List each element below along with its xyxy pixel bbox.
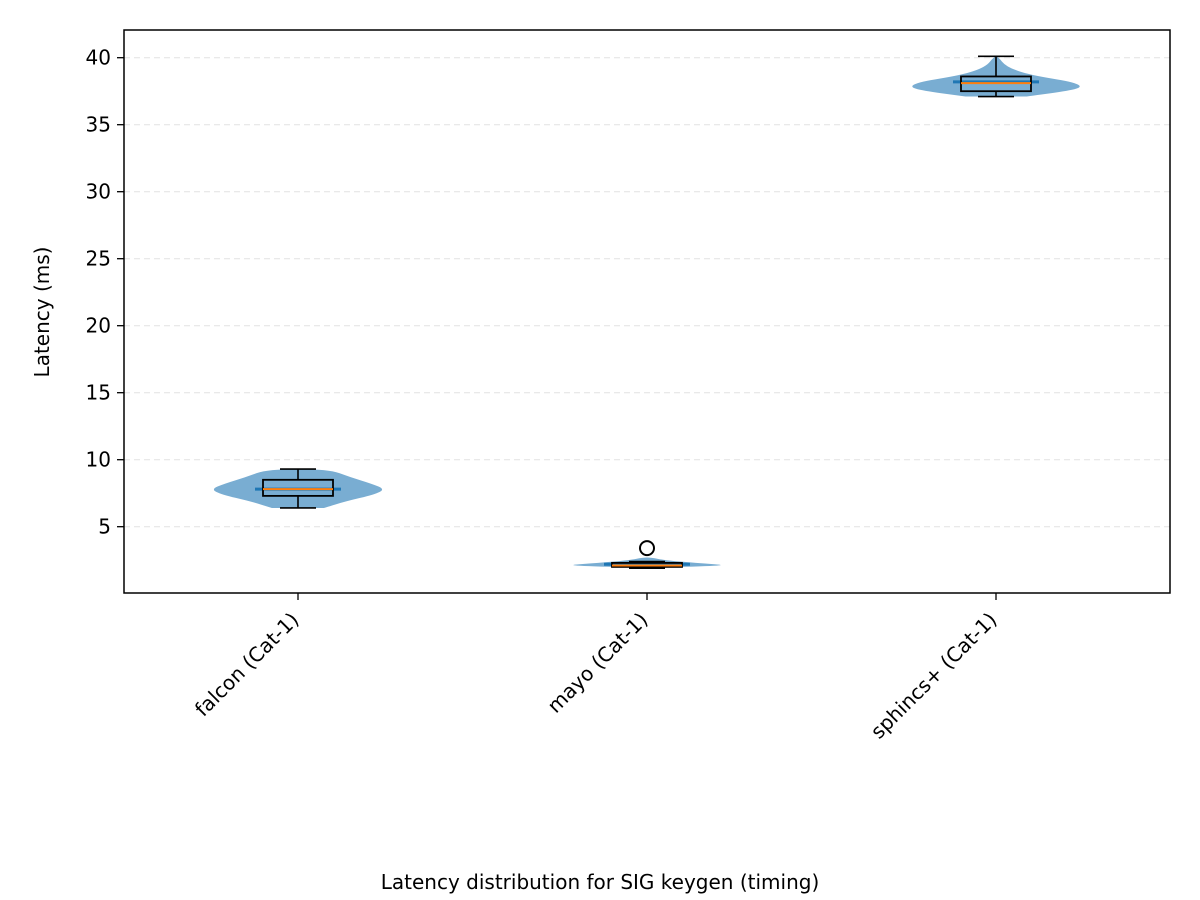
chart-caption: Latency distribution for SIG keygen (tim…	[381, 870, 820, 894]
x-tick-label: sphincs+ (Cat-1)	[866, 608, 1002, 744]
x-tick-label: mayo (Cat-1)	[542, 608, 652, 718]
y-tick-label: 30	[86, 180, 111, 204]
y-tick-label: 25	[86, 247, 111, 271]
outlier-point	[639, 540, 655, 557]
y-axis-label: Latency (ms)	[30, 247, 54, 378]
y-axis: 5 10 15 20 25 30 35 40	[86, 46, 124, 539]
x-axis: falcon (Cat-1) mayo (Cat-1) sphincs+ (Cat-…	[190, 593, 1002, 743]
y-tick-label: 15	[86, 381, 111, 405]
y-tick-label: 20	[86, 314, 111, 338]
y-tick-label: 35	[86, 113, 111, 137]
y-tick-label: 10	[86, 448, 111, 472]
box-layer	[262, 55, 1032, 570]
violin-layer	[213, 56, 1080, 568]
iqr-box	[262, 478, 334, 497]
x-tick-label: falcon (Cat-1)	[190, 608, 304, 722]
y-tick-label: 5	[98, 515, 111, 539]
y-tick-label: 40	[86, 46, 111, 70]
grid-layer	[124, 57, 1170, 528]
